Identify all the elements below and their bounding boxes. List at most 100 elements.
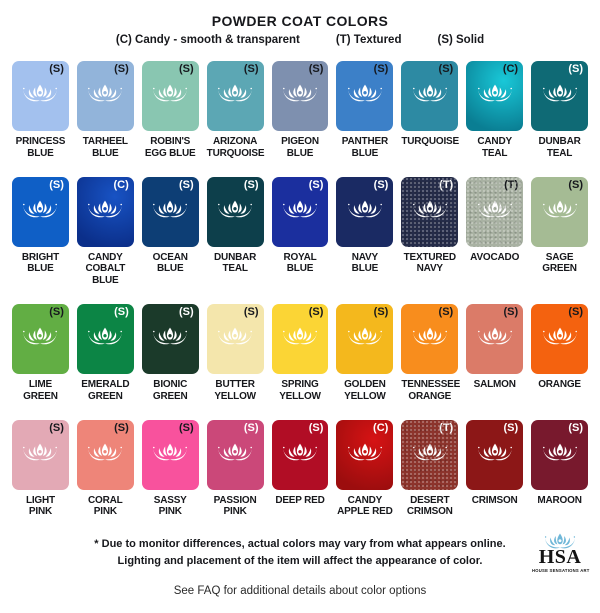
color-name: AVOCADO	[470, 251, 520, 263]
color-swatch: (S)	[141, 419, 199, 490]
color-swatch: (S)	[206, 419, 264, 490]
lotus-icon	[542, 200, 577, 218]
color-name: PASSION PINK	[213, 494, 257, 518]
color-name: SASSY PINK	[153, 494, 187, 518]
lotus-icon	[23, 327, 58, 345]
color-name: ROBIN'S EGG BLUE	[144, 136, 196, 159]
swatch-cell: (S) LIME GREEN	[12, 303, 69, 403]
color-swatch: (S)	[141, 176, 199, 247]
finish-code: (S)	[49, 421, 64, 434]
color-name: TENNESSEE ORANGE	[401, 378, 461, 402]
lotus-icon	[282, 327, 317, 345]
lotus-icon	[477, 200, 512, 218]
lotus-icon	[347, 200, 382, 218]
color-name: CANDY TEAL	[477, 136, 512, 159]
color-name: BRIGHT BLUE	[21, 251, 59, 275]
lotus-icon	[347, 327, 382, 345]
swatch-cell: (T) DESERT CRIMSON	[401, 419, 459, 519]
swatch-cell: (S) BIONIC GREEN	[141, 303, 199, 403]
finish-code: (C)	[113, 178, 129, 191]
lotus-icon	[23, 84, 58, 102]
color-name: TARHEEL BLUE	[82, 136, 128, 159]
color-swatch: (S)	[76, 61, 134, 131]
color-name: CRIMSON	[471, 494, 518, 506]
swatch-cell: (S) PASSION PINK	[206, 419, 264, 519]
lotus-icon	[153, 200, 188, 218]
swatch-cell: (S) PRINCESS BLUE	[12, 61, 69, 160]
color-swatch: (S)	[336, 61, 394, 131]
finish-code: (S)	[178, 178, 194, 191]
swatch-cell: (S) CORAL PINK	[76, 419, 134, 519]
swatch-cell: (S) PANTHER BLUE	[336, 61, 394, 160]
color-swatch: (S)	[12, 176, 69, 247]
lotus-icon	[542, 443, 577, 461]
color-name: TURQUOISE	[401, 136, 459, 147]
finish-code: (S)	[114, 421, 129, 434]
color-name: MAROON	[537, 494, 582, 506]
color-name: BIONIC GREEN	[152, 378, 188, 402]
color-swatch: (S)	[141, 61, 199, 131]
color-swatch: (S)	[206, 303, 264, 374]
color-name: ORANGE	[538, 378, 581, 390]
color-name: LIGHT PINK	[25, 494, 55, 518]
lotus-icon	[282, 443, 317, 461]
color-swatch: (C)	[336, 419, 394, 490]
finish-code: (T)	[439, 178, 454, 191]
color-name: PRINCESS BLUE	[15, 136, 66, 159]
swatch-cell: (S) ARIZONA TURQUOISE	[206, 61, 265, 160]
swatch-cell: (S) NAVY BLUE	[336, 176, 394, 287]
color-name: GOLDEN YELLOW	[344, 378, 386, 402]
color-swatch: (S)	[12, 61, 69, 131]
color-name: PIGEON BLUE	[281, 136, 319, 159]
swatch-cell: (S) DUNBAR TEAL	[531, 61, 588, 160]
swatch-cell: (S) ROBIN'S EGG BLUE	[141, 61, 199, 160]
finish-code: (S)	[243, 305, 259, 318]
swatch-cell: (S) BRIGHT BLUE	[12, 176, 69, 287]
swatch-cell: (S) OCEAN BLUE	[141, 176, 199, 287]
finish-code: (T)	[439, 421, 454, 434]
color-name: ROYAL BLUE	[283, 251, 317, 275]
lotus-icon	[542, 84, 577, 102]
lotus-icon	[88, 84, 123, 102]
swatch-cell: (S) BUTTER YELLOW	[206, 303, 264, 403]
swatch-grid: (S) PRINCESS BLUE (S) TARHEEL BLUE (S) ROB…	[0, 61, 600, 518]
lotus-icon	[88, 200, 123, 218]
color-name: SPRING YELLOW	[279, 378, 321, 402]
lotus-icon	[282, 200, 317, 218]
color-swatch: (S)	[76, 303, 134, 374]
color-swatch: (S)	[271, 176, 329, 247]
finish-code: (S)	[49, 178, 64, 191]
swatch-cell: (T) TEXTURED NAVY	[401, 176, 459, 287]
lotus-icon	[412, 84, 447, 102]
lotus-icon	[218, 443, 253, 461]
finish-code: (S)	[49, 63, 64, 75]
lotus-icon	[153, 443, 188, 461]
finish-code: (S)	[373, 63, 389, 75]
lotus-icon	[23, 200, 58, 218]
finish-code: (S)	[568, 305, 583, 318]
finish-code: (S)	[568, 421, 583, 434]
finish-code: (S)	[438, 305, 454, 318]
swatch-cell: (S) ROYAL BLUE	[271, 176, 329, 287]
logo-name: HOUSE SENSATIONS ART	[532, 568, 590, 574]
color-swatch: (C)	[466, 61, 524, 131]
color-name: PANTHER BLUE	[341, 136, 388, 159]
swatch-cell: (S) LIGHT PINK	[12, 419, 69, 519]
color-name: DUNBAR TEAL	[214, 251, 257, 275]
color-swatch: (T)	[466, 176, 524, 247]
finish-code: (S)	[243, 178, 259, 191]
finish-code: (T)	[504, 178, 519, 191]
color-name: SAGE GREEN	[542, 251, 577, 275]
color-swatch: (C)	[76, 176, 134, 247]
color-name: TEXTURED NAVY	[403, 251, 456, 275]
color-swatch: (S)	[466, 303, 524, 374]
finish-code: (S)	[178, 421, 194, 434]
color-swatch: (S)	[531, 303, 588, 374]
legend-textured: (T) Textured	[335, 34, 402, 46]
finish-code: (S)	[308, 305, 324, 318]
lotus-logo-icon	[532, 532, 588, 550]
lotus-icon	[153, 327, 188, 345]
swatch-cell: (S) TURQUOISE	[401, 61, 459, 160]
finish-code: (S)	[503, 421, 519, 434]
lotus-icon	[218, 200, 253, 218]
